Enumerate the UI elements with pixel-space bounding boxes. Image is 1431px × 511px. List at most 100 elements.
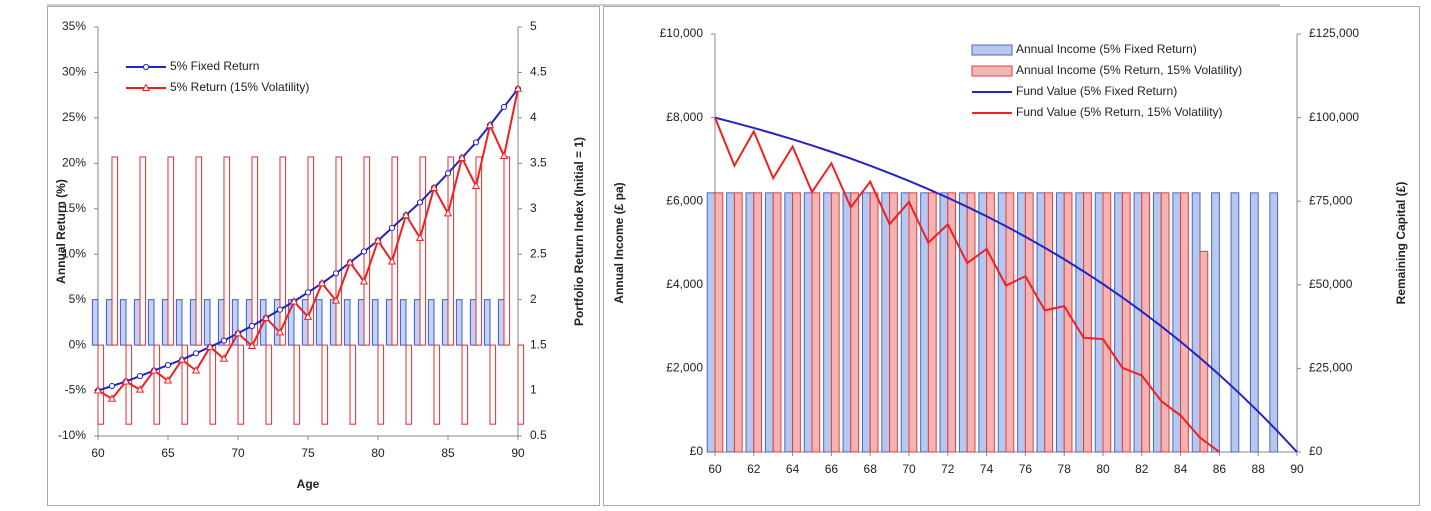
bar xyxy=(209,344,217,425)
y2-axis-label: Remaining Capital (£) xyxy=(1394,182,1408,305)
bar xyxy=(301,299,309,346)
marker xyxy=(373,236,383,244)
bar xyxy=(1044,192,1054,453)
bar xyxy=(1191,192,1201,453)
bar xyxy=(1114,192,1123,453)
legend-label: Fund Value (5% Return, 15% Volatility) xyxy=(1016,105,1223,119)
bar xyxy=(175,299,183,346)
bar xyxy=(1160,192,1170,453)
bar xyxy=(153,344,161,425)
marker xyxy=(303,312,313,320)
marker xyxy=(360,248,368,255)
legend-marker xyxy=(141,83,151,91)
bar xyxy=(1055,192,1065,453)
bar xyxy=(287,299,295,346)
bar xyxy=(91,299,99,346)
x-tick-label: 76 xyxy=(1019,462,1033,476)
bar xyxy=(920,192,929,453)
bar xyxy=(745,192,755,453)
bar xyxy=(203,299,211,346)
marker xyxy=(472,139,480,146)
marker xyxy=(388,224,396,231)
bar xyxy=(441,299,449,346)
marker xyxy=(136,372,144,380)
y2-tick-label: £125,000 xyxy=(1309,26,1359,40)
bar xyxy=(343,299,351,346)
legend-label: Annual Income (5% Fixed Return) xyxy=(1016,42,1197,56)
bar xyxy=(413,299,421,346)
x-tick-label: 60 xyxy=(91,446,105,460)
bar xyxy=(293,344,301,425)
bar xyxy=(1199,250,1209,453)
x-tick-label: 70 xyxy=(902,462,916,476)
bar xyxy=(111,156,119,346)
bar xyxy=(357,299,365,346)
bar xyxy=(1102,192,1112,453)
x-tick-label: 68 xyxy=(864,462,878,476)
bar xyxy=(850,192,860,453)
bar xyxy=(1211,192,1220,453)
y-tick-label: £6,000 xyxy=(666,193,703,207)
marker xyxy=(121,376,131,385)
bar xyxy=(1133,192,1143,453)
bar xyxy=(1017,192,1026,453)
y-tick-label: 10% xyxy=(62,246,86,260)
bar xyxy=(497,299,505,346)
marker xyxy=(261,313,271,321)
y2-tick-label: 0.5 xyxy=(530,428,547,442)
x-tick-label: 85 xyxy=(441,446,455,460)
bar xyxy=(958,192,968,453)
bar xyxy=(792,192,801,453)
marker xyxy=(499,151,509,160)
y2-tick-label: 4 xyxy=(530,110,537,124)
y-axis-label: Annual Income (£ pa) xyxy=(612,182,626,303)
y2-tick-label: £25,000 xyxy=(1309,361,1353,375)
bar xyxy=(1024,192,1034,453)
x-tick-label: 88 xyxy=(1252,462,1266,476)
bar xyxy=(947,192,957,453)
bar xyxy=(189,299,197,346)
bar xyxy=(335,156,343,346)
bar xyxy=(455,299,463,346)
marker xyxy=(359,276,369,285)
y-tick-label: -10% xyxy=(58,428,86,442)
x-tick-label: 65 xyxy=(161,446,175,460)
marker xyxy=(177,355,187,363)
bar xyxy=(279,156,287,346)
bar xyxy=(733,192,743,453)
bar xyxy=(139,156,147,346)
bar xyxy=(889,192,898,453)
y2-tick-label: 3 xyxy=(530,201,537,215)
y2-tick-label: 1 xyxy=(530,383,537,397)
legend-label: 5% Fixed Return xyxy=(170,59,259,73)
bar xyxy=(273,299,281,346)
bar xyxy=(978,192,988,453)
bar xyxy=(447,156,455,346)
bar xyxy=(842,192,852,453)
marker xyxy=(107,394,117,402)
bar xyxy=(986,192,995,453)
y2-tick-label: £0 xyxy=(1309,444,1323,458)
bar xyxy=(245,299,253,346)
bar xyxy=(181,344,189,425)
y2-tick-label: 5 xyxy=(530,19,537,33)
marker xyxy=(500,103,508,111)
bar xyxy=(803,192,813,453)
bar xyxy=(405,344,413,425)
bar xyxy=(1005,192,1015,453)
y-tick-label: -5% xyxy=(65,383,87,397)
x-tick-label: 62 xyxy=(747,462,761,476)
bar xyxy=(811,192,821,453)
marker xyxy=(415,233,425,241)
marker xyxy=(444,170,452,177)
bar xyxy=(371,299,379,346)
bar xyxy=(427,299,435,346)
x-tick-label: 86 xyxy=(1213,462,1227,476)
line xyxy=(714,116,1298,453)
bar xyxy=(119,299,127,346)
bar xyxy=(469,299,477,346)
y-tick-label: 30% xyxy=(62,65,86,79)
legend-marker xyxy=(142,63,150,71)
